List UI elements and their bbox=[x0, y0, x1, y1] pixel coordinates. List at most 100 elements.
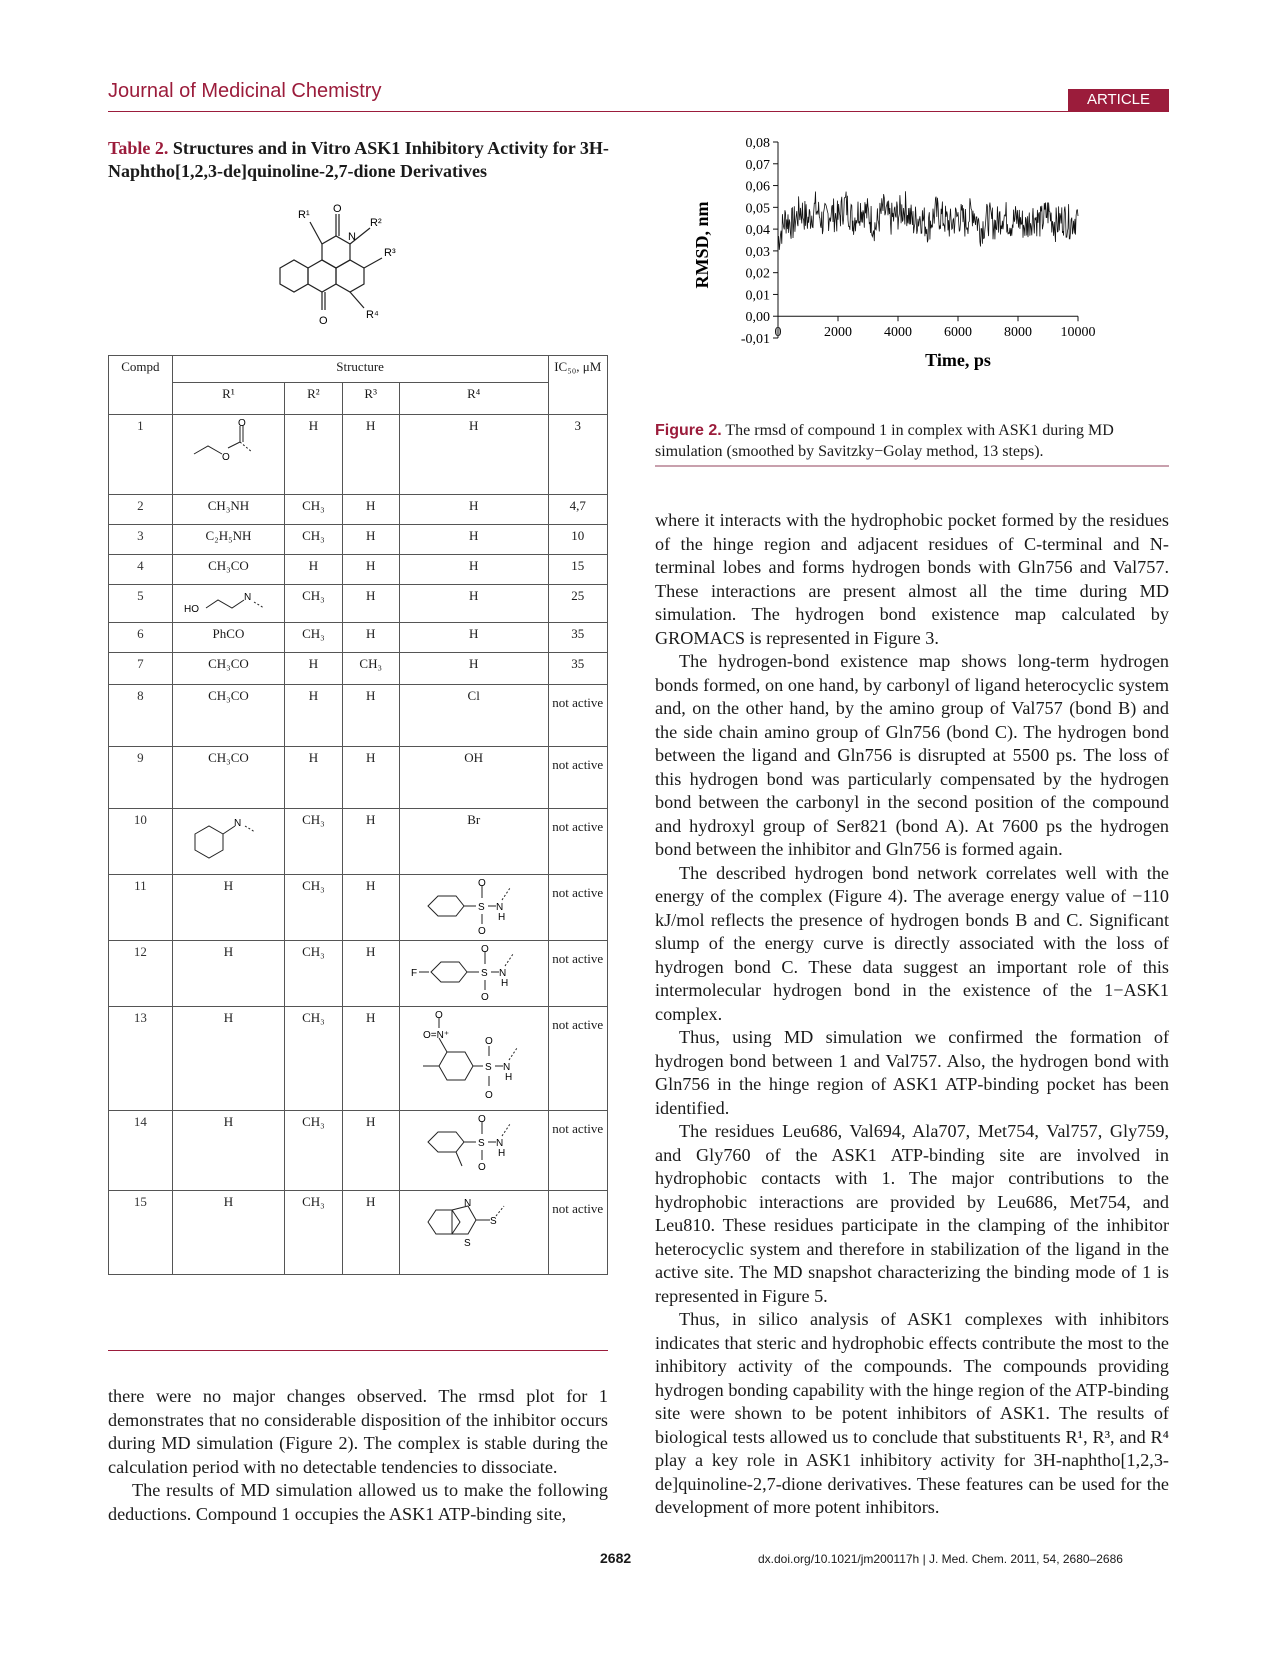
ho-label: HO bbox=[184, 604, 199, 614]
table-row: 2 CH₃NH CH₃ H H 4,7 bbox=[108, 494, 608, 525]
row-r4: H bbox=[398, 554, 549, 585]
table-row: 5 HO N CH₃ H H 25 bbox=[108, 584, 608, 623]
row-r3: H bbox=[341, 1190, 400, 1275]
row-r4: H bbox=[398, 524, 549, 555]
table-row: 9 CH₃CO H H OH not active bbox=[108, 746, 608, 809]
nitro-label: O=N⁺ bbox=[423, 1030, 449, 1041]
article-badge: ARTICLE bbox=[1068, 89, 1169, 111]
table-row: 3 C₂H₅NH CH₃ H H 10 bbox=[108, 524, 608, 555]
row-r3: H bbox=[341, 1006, 400, 1111]
h-label: H bbox=[498, 912, 505, 923]
row-r1: H bbox=[171, 1190, 286, 1275]
x-tick-label: 10000 bbox=[1061, 325, 1096, 340]
row-r2: CH₃ bbox=[284, 622, 343, 653]
h-label: H bbox=[501, 978, 508, 989]
o-label: O bbox=[478, 926, 486, 934]
row-ic50: 10 bbox=[547, 524, 608, 555]
row-r1: CH₃CO bbox=[171, 746, 286, 809]
row-r2: CH₃ bbox=[284, 874, 343, 941]
core-o2-label: O bbox=[319, 315, 328, 327]
s-label: S bbox=[478, 1138, 485, 1149]
left-column-text: there were no major changes observed. Th… bbox=[108, 1385, 608, 1526]
n-label: N bbox=[503, 1062, 510, 1073]
header-structure: Structure bbox=[171, 355, 549, 383]
o-label: O bbox=[478, 1162, 486, 1173]
chart-ticks: -0,01 0,00 0,01 0,02 0,03 0,04 0,05 0,06 0,07 0,0… bbox=[741, 136, 1096, 347]
row-r3: H bbox=[341, 746, 400, 809]
table-row: 4 CH₃CO H H H 15 bbox=[108, 554, 608, 585]
s-label: S bbox=[464, 1238, 471, 1249]
row-r2: H bbox=[284, 684, 343, 747]
journal-title: Journal of Medicinal Chemistry bbox=[108, 80, 382, 102]
header-ic50: IC₅₀, μM bbox=[547, 355, 608, 415]
row-id: 7 bbox=[108, 652, 173, 685]
row-r4: H bbox=[398, 494, 549, 525]
row-r1: PhCO bbox=[171, 622, 286, 653]
activity-table: Compd Structure IC₅₀, μM R¹ R² R³ R⁴ 1 O… bbox=[108, 355, 608, 1275]
row-ic50: 3 bbox=[547, 414, 608, 495]
r1-structure-hydroxyethylamino: HO N bbox=[171, 584, 286, 623]
paragraph: there were no major changes observed. Th… bbox=[108, 1386, 608, 1477]
x-tick-label: 2000 bbox=[824, 325, 852, 340]
x-tick-label: 0 bbox=[775, 325, 782, 340]
row-r1: CH₃CO bbox=[171, 554, 286, 585]
core-r4-label: R⁴ bbox=[366, 309, 379, 321]
row-r1: C₂H₅NH bbox=[171, 524, 286, 555]
o-label: O bbox=[481, 944, 489, 955]
table-title: Table 2. Structures and in Vitro ASK1 In… bbox=[108, 137, 628, 183]
s-label: S bbox=[481, 968, 488, 979]
core-r1-label: R¹ bbox=[298, 209, 310, 221]
n-label: N bbox=[234, 818, 241, 829]
y-axis-label: RMSD, nm bbox=[692, 201, 712, 288]
row-r2: CH₃ bbox=[284, 940, 343, 1007]
row-r3: H bbox=[341, 808, 400, 875]
y-tick-label: 0,03 bbox=[746, 245, 771, 260]
row-id: 5 bbox=[108, 584, 173, 623]
row-ic50: 35 bbox=[547, 622, 608, 653]
row-ic50: 35 bbox=[547, 652, 608, 685]
rmsd-chart: -0,01 0,00 0,01 0,02 0,03 0,04 0,05 0,06 0,07 0,0… bbox=[692, 136, 1096, 370]
x-tick-label: 4000 bbox=[884, 325, 912, 340]
right-column-text: where it interacts with the hydrophobic … bbox=[655, 509, 1169, 1520]
r4-structure-benzothiazolylthio: N S S bbox=[398, 1190, 549, 1275]
y-tick-label: 0,08 bbox=[746, 136, 771, 151]
o-label: O bbox=[485, 1090, 493, 1101]
table-row: 13 H CH₃ H O O=N⁺ O S O N H not active bbox=[108, 1006, 608, 1111]
row-ic50: 4,7 bbox=[547, 494, 608, 525]
r1-structure-cyclohexylamino: N bbox=[171, 808, 286, 875]
row-r2: CH₃ bbox=[284, 584, 343, 623]
row-id: 1 bbox=[108, 414, 173, 495]
row-id: 12 bbox=[108, 940, 173, 1007]
y-tick-label: 0,04 bbox=[746, 223, 771, 238]
row-r2: CH₃ bbox=[284, 1190, 343, 1275]
header-r4: R⁴ bbox=[398, 382, 549, 415]
n-label: N bbox=[496, 902, 503, 913]
n-label: N bbox=[464, 1198, 471, 1209]
row-r4: OH bbox=[398, 746, 549, 809]
row-r1: H bbox=[171, 1006, 286, 1111]
paragraph: The described hydrogen bond network corr… bbox=[655, 862, 1169, 1024]
n-label: N bbox=[499, 968, 506, 979]
row-r1: CH₃NH bbox=[171, 494, 286, 525]
core-n-label: N bbox=[348, 231, 356, 243]
y-tick-label: 0,02 bbox=[746, 267, 771, 282]
paragraph: where it interacts with the hydrophobic … bbox=[655, 510, 1169, 648]
y-tick-label: 0,06 bbox=[746, 180, 771, 195]
table-row: 10 N CH₃ H Br not active bbox=[108, 808, 608, 875]
row-r1: H bbox=[171, 1110, 286, 1191]
row-r1: H bbox=[171, 874, 286, 941]
row-ic50: not active bbox=[547, 874, 608, 941]
table-row: 8 CH₃CO H H Cl not active bbox=[108, 684, 608, 747]
o-label: O bbox=[435, 1010, 443, 1021]
figure-caption-text: The rmsd of compound 1 in complex with A… bbox=[655, 422, 1114, 460]
o-label: O bbox=[485, 1036, 493, 1047]
o-label: O bbox=[481, 992, 489, 1000]
